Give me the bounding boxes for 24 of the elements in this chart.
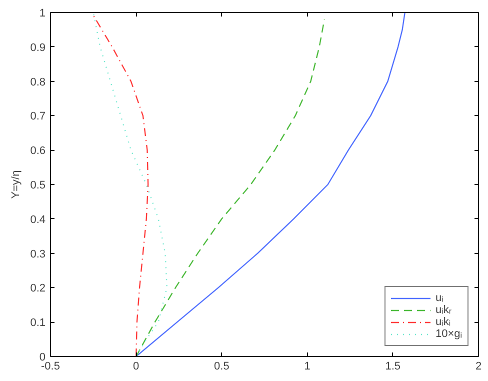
legend-label: uᵢkᵢ (435, 316, 452, 328)
y-tick-label: 0.5 (30, 180, 46, 192)
x-tick-label: -0.5 (41, 360, 60, 372)
y-tick-label: 0.9 (30, 42, 46, 54)
x-tick-label: 0 (133, 360, 140, 372)
y-tick-label: 0.1 (30, 317, 46, 330)
x-tick-label: 1.5 (385, 360, 401, 372)
legend-label: uᵢkᵣ (435, 304, 452, 316)
y-tick-label: 0.7 (30, 110, 46, 123)
legend-label: uᵢ (435, 292, 444, 304)
y-tick-label: 0.6 (30, 145, 46, 158)
y-tick-label: 0.3 (30, 248, 46, 260)
x-tick-label: 1 (304, 360, 310, 372)
y-tick-label: 0.4 (30, 214, 46, 226)
y-tick-label: 0.8 (30, 76, 46, 88)
x-tick-label: 2 (475, 360, 482, 372)
line-series (136, 12, 406, 356)
line-series (136, 18, 326, 356)
legend-label: 10×gᵢ (435, 328, 462, 340)
y-tick-label: 0.2 (30, 282, 46, 295)
y-axis-title: Y=y/η (10, 170, 22, 199)
y-tick-label: 0 (39, 352, 46, 364)
x-tick-label: 0.5 (214, 360, 230, 372)
y-tick-label: 1 (39, 8, 46, 20)
